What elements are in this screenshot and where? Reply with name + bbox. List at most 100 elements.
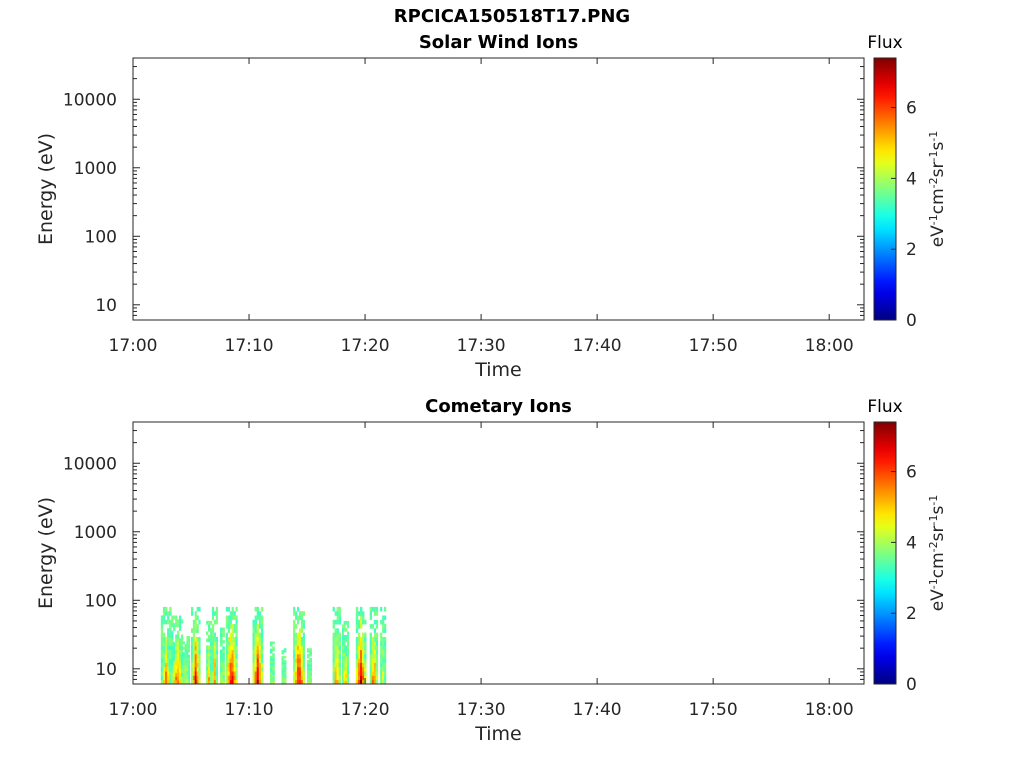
heatmap-cell — [222, 655, 225, 660]
heatmap-cell — [272, 653, 275, 656]
heatmap-cell — [302, 649, 305, 655]
heatmap-cell — [179, 642, 182, 647]
heatmap-cell — [293, 662, 296, 668]
heatmap-cell — [211, 615, 215, 621]
heatmap-cell — [222, 668, 225, 672]
heatmap-cell — [283, 660, 287, 663]
heatmap-cell — [181, 653, 184, 658]
heatmap-cell — [206, 631, 209, 636]
heatmap-cell — [258, 679, 262, 685]
heatmap-cell — [227, 675, 230, 680]
heatmap-cell — [227, 666, 230, 672]
heatmap-cell — [198, 666, 201, 672]
heatmap-cell — [175, 661, 178, 666]
heatmap-cells — [160, 606, 387, 685]
heatmap-cell — [298, 615, 302, 621]
heatmap-cell — [186, 668, 189, 671]
heatmap-cell — [165, 641, 168, 646]
heatmap-cell — [258, 658, 262, 663]
heatmap-cell — [171, 680, 174, 685]
heatmap-cell — [343, 680, 346, 685]
heatmap-cell — [371, 679, 374, 685]
y-tick-label: 1000 — [74, 523, 117, 543]
heatmap-cell — [211, 649, 215, 655]
heatmap-cell — [191, 666, 194, 672]
heatmap-cell — [355, 636, 359, 642]
heatmap-cell — [336, 679, 339, 685]
heatmap-cell — [272, 648, 275, 652]
heatmap-cell — [256, 645, 260, 651]
x-tick-label: 17:50 — [689, 336, 738, 356]
heatmap-cell — [375, 675, 379, 680]
heatmap-cell — [260, 675, 264, 680]
heatmap-cell — [334, 632, 337, 638]
heatmap-cell — [206, 680, 209, 685]
heatmap-cell — [169, 624, 172, 629]
heatmap-cell — [208, 656, 211, 660]
heatmap-cell — [256, 675, 260, 680]
heatmap-cell — [347, 659, 350, 664]
heatmap-cell — [171, 668, 174, 673]
heatmap-cell — [211, 654, 215, 659]
y-axis-label: Energy (eV) — [35, 133, 57, 245]
x-tick-label: 17:30 — [457, 336, 506, 356]
heatmap-cell — [371, 658, 374, 663]
heatmap-cell — [298, 679, 302, 685]
heatmap-cell — [380, 645, 383, 651]
heatmap-cell — [215, 679, 218, 685]
heatmap-cell — [252, 654, 255, 659]
heatmap-cell — [347, 620, 350, 625]
heatmap-cell — [160, 632, 164, 638]
heatmap-cell — [196, 654, 199, 659]
heatmap-cell — [175, 657, 178, 662]
heatmap-cell — [160, 671, 164, 676]
heatmap-cell — [229, 619, 232, 625]
heatmap-cell — [269, 662, 273, 666]
heatmap-cell — [173, 672, 176, 677]
heatmap-cell — [293, 624, 296, 629]
heatmap-cell — [369, 654, 372, 659]
heatmap-cell — [175, 638, 178, 643]
heatmap-cell — [235, 628, 238, 633]
heatmap-cell — [171, 615, 174, 620]
heatmap-cell — [281, 664, 285, 667]
heatmap-cell — [192, 675, 196, 680]
heatmap-cell — [162, 636, 166, 642]
heatmap-cell — [198, 679, 201, 685]
heatmap-cell — [360, 662, 363, 668]
heatmap-cell — [184, 649, 187, 653]
heatmap-cell — [231, 624, 234, 629]
heatmap-cell — [192, 632, 196, 638]
heatmap-cell — [364, 645, 367, 651]
heatmap-cell — [347, 631, 350, 636]
heatmap-cell — [211, 632, 215, 638]
heatmap-cell — [213, 675, 216, 680]
heatmap-cell — [206, 656, 209, 660]
heatmap-cell — [173, 653, 176, 658]
heatmap-cell — [309, 650, 312, 653]
heatmap-cell — [167, 666, 170, 672]
heatmap-cell — [357, 636, 361, 642]
heatmap-cell — [343, 677, 346, 681]
heatmap-cell — [186, 676, 189, 679]
heatmap-cell — [297, 675, 300, 680]
heatmap-cell — [380, 671, 383, 676]
heatmap-cell — [343, 673, 346, 678]
heatmap-cell — [184, 678, 187, 682]
heatmap-cell — [173, 645, 176, 650]
heatmap-cell — [298, 641, 302, 646]
heatmap-cell — [364, 675, 367, 680]
heatmap-cell — [272, 669, 275, 673]
heatmap-cell — [373, 671, 377, 676]
heatmap-cell — [332, 649, 335, 655]
heatmap-cell — [220, 649, 223, 653]
heatmap-cell — [182, 670, 185, 674]
heatmap-cell — [235, 649, 238, 655]
heatmap-cell — [182, 654, 185, 658]
heatmap-cell — [260, 632, 264, 638]
heatmap-cell — [194, 636, 197, 642]
colorbar-unit-label: eV-1cm-2sr-1s-1 — [927, 495, 949, 612]
heatmap-cell — [225, 649, 228, 655]
heatmap-cell — [357, 624, 361, 629]
heatmap-cell — [160, 645, 164, 651]
